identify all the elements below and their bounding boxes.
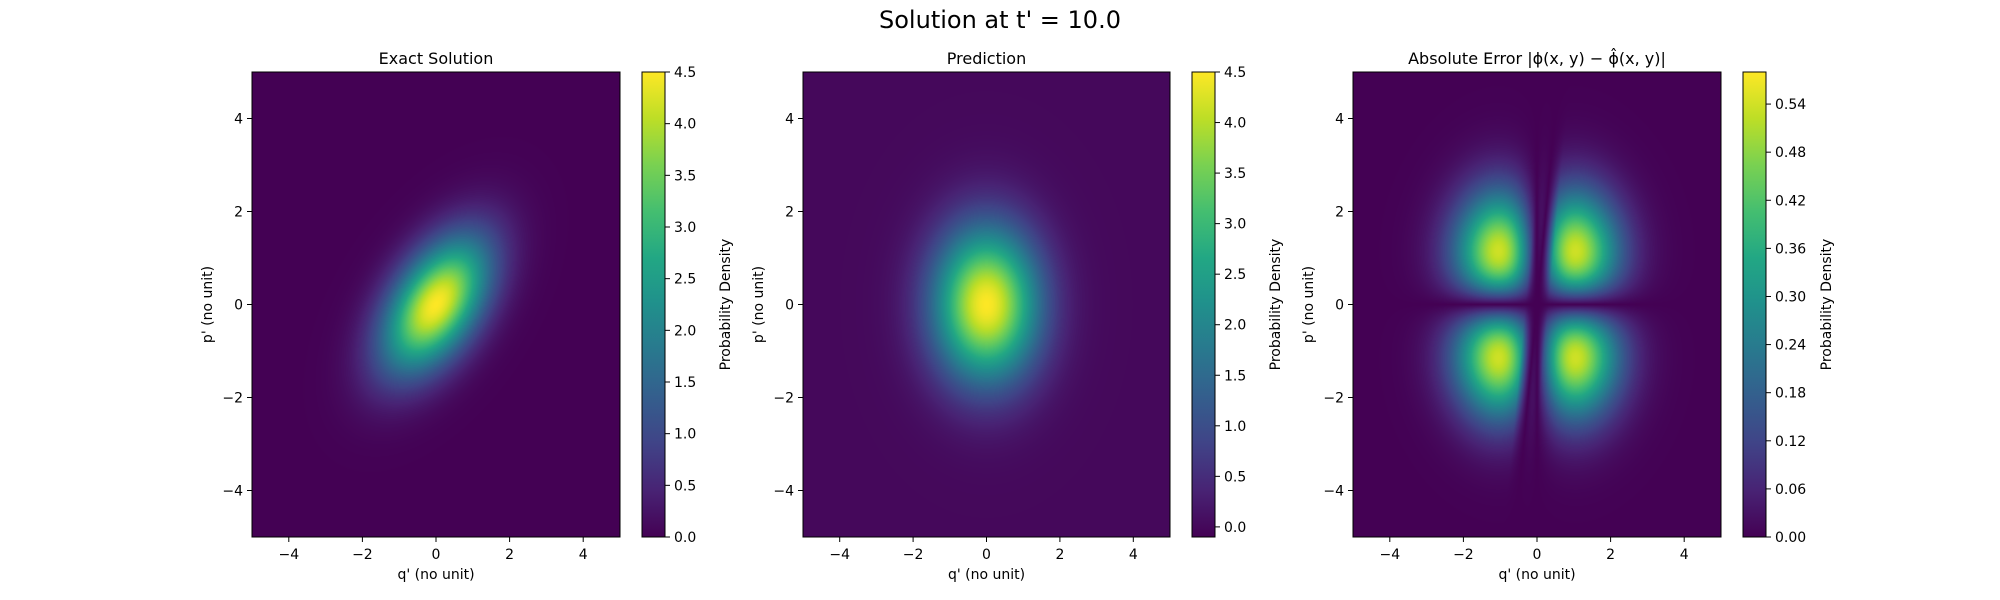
- x-tick-label: −2: [352, 547, 373, 563]
- colorbar-tick-label: 3.0: [1224, 217, 1246, 233]
- colorbar-tick-label: 0.5: [1224, 469, 1246, 485]
- y-tick-label: 0: [234, 298, 243, 314]
- y-tick-label: 4: [234, 112, 243, 128]
- x-tick-label: 0: [982, 547, 991, 563]
- colorbar-tick-label: 0.18: [1775, 386, 1806, 402]
- panel-title-3: Absolute Error |ϕ(x, y) − ϕ̂(x, y)|: [1408, 48, 1666, 68]
- colorbar-tick-label: 0.54: [1775, 97, 1806, 113]
- x-tick-label: −2: [1453, 547, 1474, 563]
- colorbar-3: [1742, 71, 1767, 538]
- colorbar-label-2: Probability Density: [1268, 239, 1284, 371]
- colorbar-tick-label: 0.00: [1775, 530, 1806, 546]
- colorbar-label-1: Probability Density: [718, 239, 734, 371]
- x-tick-label: −4: [278, 547, 299, 563]
- colorbar-tick-label: 2.5: [674, 272, 696, 288]
- y-tick-label: 0: [785, 298, 794, 314]
- colorbar-label-3: Probability Density: [1819, 239, 1835, 371]
- x-tick-label: 2: [505, 547, 514, 563]
- colorbar-tick-label: 0.42: [1775, 193, 1806, 209]
- heatmap-image-1: [252, 72, 620, 537]
- y-tick-label: 4: [785, 112, 794, 128]
- colorbar-tick-label: 4.5: [674, 65, 696, 81]
- colorbar-tick-label: 1.0: [1224, 419, 1246, 435]
- y-tick-label: −4: [1323, 484, 1344, 500]
- y-axis-label-3: p' (no unit): [1301, 266, 1317, 343]
- x-tick-label: 4: [1680, 547, 1689, 563]
- colorbar-tick-label: 4.5: [1224, 65, 1246, 81]
- colorbar-tick-label: 0.30: [1775, 289, 1806, 305]
- panel-title-1: Exact Solution: [379, 49, 494, 68]
- heatmap-image-3: [1353, 72, 1721, 537]
- x-axis-label-2: q' (no unit): [948, 567, 1025, 583]
- figure-suptitle: Solution at t' = 10.0: [879, 6, 1121, 34]
- y-tick-label: 4: [1335, 112, 1344, 128]
- x-tick-label: −4: [829, 547, 850, 563]
- colorbar-tick-label: 0.5: [674, 478, 696, 494]
- y-tick-label: −2: [1323, 391, 1344, 407]
- x-tick-label: 0: [1533, 547, 1542, 563]
- x-tick-label: −4: [1379, 547, 1400, 563]
- colorbar-tick-label: 1.0: [674, 427, 696, 443]
- panel-title-2: Prediction: [947, 49, 1026, 68]
- colorbar-tick-label: 4.0: [1224, 116, 1246, 132]
- colorbar-tick-label: 3.0: [674, 220, 696, 236]
- y-tick-label: −4: [773, 484, 794, 500]
- colorbar-tick-label: 2.0: [1224, 318, 1246, 334]
- x-tick-label: −2: [903, 547, 924, 563]
- x-axis-label-1: q' (no unit): [397, 567, 474, 583]
- colorbar-tick-label: 0.06: [1775, 482, 1806, 498]
- x-tick-label: 2: [1055, 547, 1064, 563]
- colorbar-tick-label: 0.36: [1775, 241, 1806, 257]
- y-tick-label: −2: [773, 391, 794, 407]
- colorbar-tick-label: 0.24: [1775, 338, 1806, 354]
- x-tick-label: 2: [1606, 547, 1615, 563]
- colorbar-2: [1191, 71, 1216, 538]
- plot-frame-1: [251, 71, 621, 538]
- plot-frame-2: [802, 71, 1171, 538]
- y-tick-label: 0: [1335, 298, 1344, 314]
- x-axis-label-3: q' (no unit): [1498, 567, 1575, 583]
- x-tick-label: 0: [432, 547, 441, 563]
- colorbar-tick-label: 4.0: [674, 117, 696, 133]
- plot-frame-3: [1352, 71, 1722, 538]
- y-tick-label: 2: [234, 205, 243, 221]
- x-tick-label: 4: [1129, 547, 1138, 563]
- x-tick-label: 4: [579, 547, 588, 563]
- colorbar-tick-label: 2.0: [674, 323, 696, 339]
- colorbar-tick-label: 1.5: [674, 375, 696, 391]
- y-tick-label: −4: [222, 484, 243, 500]
- colorbar-tick-label: 1.5: [1224, 368, 1246, 384]
- colorbar-1: [641, 71, 666, 538]
- heatmap-image-2: [803, 72, 1170, 537]
- colorbar-tick-label: 3.5: [1224, 166, 1246, 182]
- y-tick-label: −2: [222, 391, 243, 407]
- colorbar-tick-label: 0.0: [1224, 520, 1246, 536]
- colorbar-tick-label: 0.0: [674, 530, 696, 546]
- y-tick-label: 2: [1335, 205, 1344, 221]
- colorbar-tick-label: 2.5: [1224, 267, 1246, 283]
- colorbar-tick-label: 0.48: [1775, 145, 1806, 161]
- y-tick-label: 2: [785, 205, 794, 221]
- colorbar-tick-label: 3.5: [674, 168, 696, 184]
- y-axis-label-2: p' (no unit): [751, 266, 767, 343]
- y-axis-label-1: p' (no unit): [200, 266, 216, 343]
- colorbar-tick-label: 0.12: [1775, 434, 1806, 450]
